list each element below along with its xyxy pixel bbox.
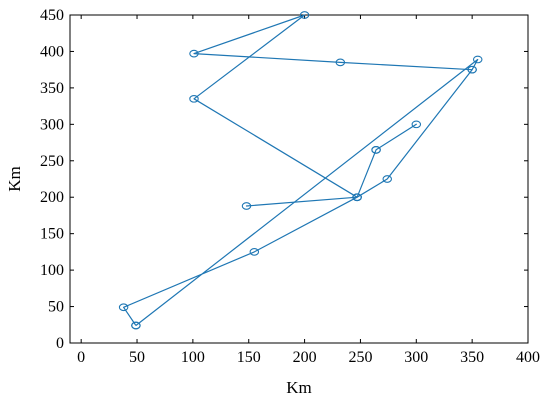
y-tick-label: 100 bbox=[40, 262, 64, 279]
y-tick-label: 400 bbox=[40, 43, 64, 60]
y-axis-title: Km bbox=[5, 166, 24, 192]
data-point-marker bbox=[131, 321, 141, 330]
data-point-marker bbox=[335, 58, 346, 67]
data-point-marker bbox=[382, 175, 392, 183]
x-axis-ticks: 0 50 100 150 200 250 300 350 400 bbox=[77, 15, 540, 366]
data-point-marker bbox=[189, 94, 199, 103]
x-tick-label: 250 bbox=[348, 349, 372, 366]
data-point-marker bbox=[189, 49, 199, 58]
data-point-marker bbox=[118, 303, 129, 312]
series-layer bbox=[122, 14, 479, 326]
y-tick-label: 200 bbox=[40, 189, 64, 206]
plot-area bbox=[69, 14, 529, 344]
y-tick-label: 150 bbox=[40, 226, 64, 243]
x-tick-label: 0 bbox=[77, 349, 85, 366]
y-tick-label: 0 bbox=[56, 335, 64, 352]
data-point-marker bbox=[472, 55, 483, 64]
x-tick-label: 200 bbox=[293, 349, 317, 366]
y-tick-label: 300 bbox=[40, 116, 64, 133]
y-tick-label: 250 bbox=[40, 153, 64, 170]
marker-layer bbox=[118, 11, 483, 330]
x-tick-label: 100 bbox=[181, 349, 205, 366]
data-point-marker bbox=[467, 65, 477, 74]
x-axis-title: Km bbox=[286, 378, 312, 397]
y-tick-label: 350 bbox=[40, 80, 64, 97]
x-tick-label: 50 bbox=[129, 349, 145, 366]
data-point-marker bbox=[352, 193, 362, 202]
route-line-1 bbox=[122, 58, 479, 326]
y-tick-label: 450 bbox=[40, 7, 64, 24]
data-point-marker bbox=[241, 202, 252, 210]
data-point-marker bbox=[411, 120, 422, 129]
x-tick-label: 150 bbox=[237, 349, 261, 366]
x-tick-label: 350 bbox=[460, 349, 484, 366]
x-tick-label: 400 bbox=[516, 349, 540, 366]
data-point-marker bbox=[249, 248, 260, 256]
y-tick-label: 50 bbox=[48, 299, 64, 316]
x-tick-label: 300 bbox=[404, 349, 428, 366]
route-line-2 bbox=[193, 14, 473, 207]
data-point-marker bbox=[371, 145, 381, 154]
data-point-marker bbox=[299, 11, 310, 19]
y-axis-ticks: 0 50 100 150 200 250 300 350 400 450 bbox=[40, 7, 528, 352]
